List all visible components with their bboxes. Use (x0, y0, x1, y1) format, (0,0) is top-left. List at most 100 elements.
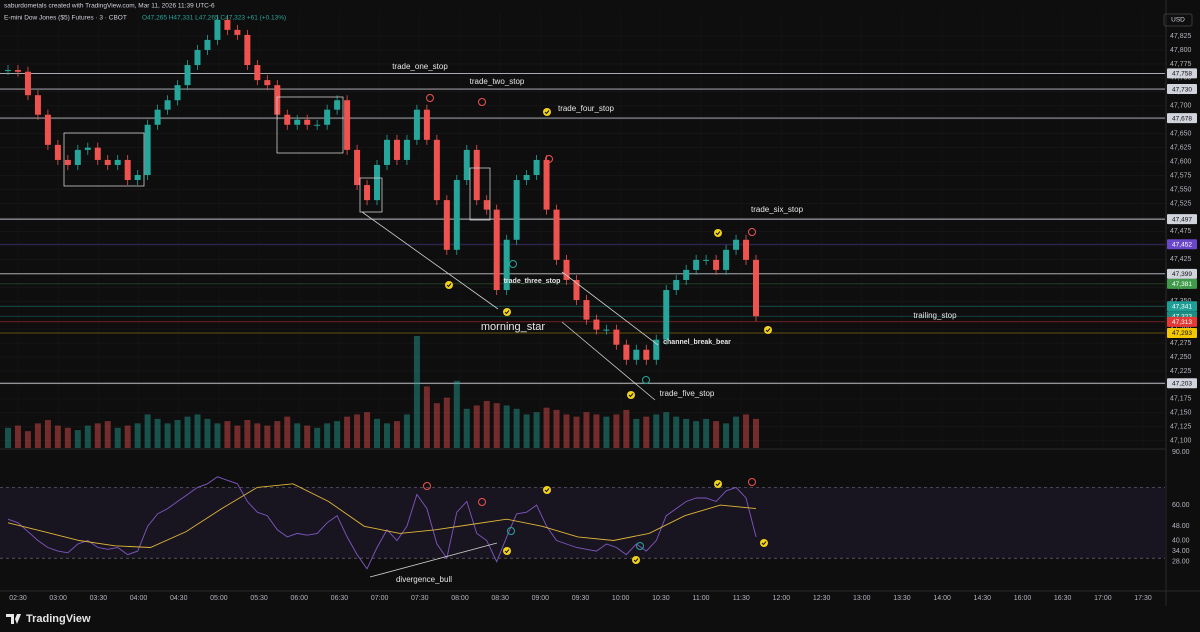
price-badge-label: 47,203 (1172, 380, 1192, 387)
y-tick-label: 47,475 (1170, 228, 1192, 235)
annotation: trade_three_stop (504, 278, 561, 285)
range-box (276, 96, 344, 154)
volume-bar (423, 386, 430, 448)
check-icon (504, 310, 510, 315)
logo-mark (6, 614, 21, 624)
candle (14, 70, 21, 72)
candle (124, 159, 131, 181)
volume-bar (703, 418, 710, 448)
price-badge (1167, 268, 1197, 279)
candle (733, 239, 740, 250)
sell-marker (478, 98, 486, 106)
volume-bar (104, 421, 111, 448)
y-tick-label: 47,275 (1170, 340, 1192, 347)
volume-bar (54, 425, 61, 448)
check-marker (764, 326, 772, 334)
volume-bar (713, 421, 720, 448)
volume-bar (184, 416, 191, 448)
y-tick-label: 47,825 (1170, 33, 1192, 40)
candle (374, 164, 381, 201)
candle (473, 149, 480, 201)
candle (294, 119, 301, 125)
volume-bar (463, 408, 470, 448)
rsi-tick-label: 40.00 (1172, 537, 1190, 544)
check-icon (765, 328, 771, 333)
candle (324, 109, 331, 125)
candle (84, 147, 91, 150)
candle (264, 80, 271, 86)
price-badge-label: 47,497 (1172, 216, 1192, 223)
volume-bar (403, 414, 410, 448)
volume-bar (284, 416, 291, 448)
candle (563, 259, 570, 280)
volume-bar (24, 431, 31, 448)
volume-bar (643, 416, 650, 448)
channel-line (561, 321, 656, 401)
trend-line (361, 211, 499, 310)
rsi-line (7, 476, 757, 570)
candle (144, 124, 151, 176)
rsi-tick-label: 34.00 (1172, 548, 1190, 555)
candle (493, 209, 500, 291)
candle (553, 209, 560, 260)
volume-bar (344, 416, 351, 448)
candle (104, 159, 111, 165)
volume-bar (274, 421, 281, 448)
sell-marker (748, 228, 756, 236)
candle (184, 65, 191, 86)
x-tick-label: 05:00 (210, 595, 228, 602)
candle (723, 249, 730, 270)
credit: saburdometals created with TradingView.c… (4, 3, 215, 10)
check-icon (446, 283, 452, 288)
volume-bar (5, 427, 11, 448)
y-tick-label: 47,425 (1170, 256, 1192, 263)
check-marker (543, 108, 551, 116)
candle (74, 149, 81, 165)
check-icon (544, 110, 550, 115)
sell-marker (545, 155, 553, 163)
price-badge-label: 47,313 (1172, 319, 1192, 326)
annotation: trade_one_stop (392, 62, 448, 71)
candle (413, 109, 420, 140)
x-tick-label: 04:00 (130, 595, 148, 602)
candle (134, 175, 141, 181)
quote: O47,265 H47,331 L47,265 C47,323 +61 (+0.… (142, 15, 286, 22)
x-tick-label: 02:30 (9, 595, 27, 602)
volume-bar (693, 421, 700, 448)
volume-bar (453, 380, 460, 448)
annotation: divergence_bull (396, 575, 452, 584)
check-icon (544, 488, 550, 493)
rsi-tick-label: 28.00 (1172, 559, 1190, 566)
candle (423, 109, 430, 140)
y-tick-label: 47,250 (1170, 354, 1192, 361)
volume-bar (14, 425, 21, 448)
volume-bar (324, 423, 331, 448)
price-badge-label: 47,678 (1172, 115, 1192, 122)
check-icon (715, 231, 721, 236)
rsi-pane (0, 449, 1165, 591)
x-tick-label: 09:00 (532, 595, 550, 602)
rsi-band (0, 487, 1165, 559)
volume-bar (583, 412, 590, 448)
volume-bar (204, 418, 211, 448)
candle (304, 119, 311, 125)
y-tick-label: 47,550 (1170, 186, 1192, 193)
check-marker (632, 556, 640, 564)
price-badge-label: 47,293 (1172, 330, 1192, 337)
candle (613, 329, 620, 345)
x-tick-label: 06:00 (290, 595, 308, 602)
volume-bar (254, 423, 261, 448)
y-tick-label: 47,150 (1170, 410, 1192, 417)
x-tick-label: 03:30 (90, 595, 108, 602)
candle (344, 100, 351, 150)
currency: USD (1171, 17, 1185, 24)
volume-bar (194, 414, 201, 448)
volume-bar (383, 423, 390, 448)
candle (403, 139, 410, 160)
x-tick-label: 16:30 (1054, 595, 1072, 602)
annotation: channel_break_bear (663, 339, 731, 346)
volume-bar (493, 403, 500, 448)
volume-bar (503, 405, 510, 448)
candle (543, 159, 550, 210)
volume-bar (224, 421, 231, 448)
